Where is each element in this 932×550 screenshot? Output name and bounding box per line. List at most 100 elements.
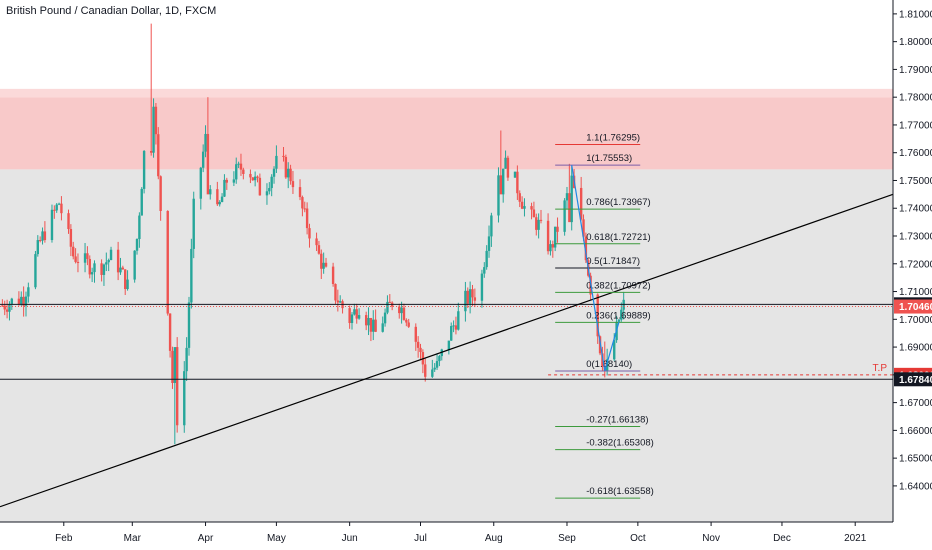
candle-body xyxy=(50,209,54,241)
time-tick-label: Mar xyxy=(124,533,142,544)
candle-body xyxy=(617,319,621,322)
fib-level-label: 0.5(1.71847) xyxy=(586,256,640,267)
candle-body xyxy=(3,305,6,310)
candle-body xyxy=(454,325,458,330)
candle-body xyxy=(204,133,207,152)
candle-body xyxy=(105,262,108,265)
candle-body xyxy=(438,356,441,362)
price-tick-label: 1.74000 xyxy=(899,204,932,215)
candle-body xyxy=(253,176,257,181)
candle-body xyxy=(353,309,356,315)
candle-body xyxy=(416,341,420,348)
candle-body xyxy=(369,317,373,332)
candle-body xyxy=(251,177,254,181)
candle-body xyxy=(192,198,195,249)
candle-body xyxy=(121,267,125,270)
candle-body xyxy=(355,309,358,319)
candle-body xyxy=(93,263,96,273)
time-tick-label: Sep xyxy=(558,533,576,544)
candle-body xyxy=(504,157,507,169)
candle-body xyxy=(452,325,455,327)
candle-body xyxy=(258,177,262,196)
price-tick-label: 1.76000 xyxy=(899,148,932,159)
candle-body xyxy=(239,163,243,170)
candle-body xyxy=(357,315,361,319)
candle-body xyxy=(218,202,221,205)
candle-body xyxy=(374,319,377,332)
take-profit-label: T.P xyxy=(873,363,888,374)
price-tick-label: 1.81000 xyxy=(899,9,932,20)
candle-body xyxy=(348,308,351,324)
candle-body xyxy=(435,361,439,368)
candle-body xyxy=(331,266,335,284)
candle-body xyxy=(270,176,273,189)
time-tick-label: Aug xyxy=(485,533,503,544)
candle-body xyxy=(468,289,472,304)
candle-body xyxy=(183,371,186,426)
candle-body xyxy=(320,253,323,269)
candle-body xyxy=(102,264,106,275)
fib-level-label: 0.618(1.72721) xyxy=(586,232,650,243)
candle-body xyxy=(518,193,521,202)
time-tick-label: Feb xyxy=(55,533,73,544)
candle-body xyxy=(487,236,491,251)
candle-body xyxy=(284,157,288,178)
candle-body xyxy=(109,249,113,261)
time-tick-label: May xyxy=(267,533,286,544)
candle-body xyxy=(88,258,91,275)
candle-body xyxy=(383,312,387,324)
resistance-zone xyxy=(0,97,893,170)
candle-body xyxy=(350,314,354,324)
candle-body xyxy=(308,228,311,239)
candle-body xyxy=(27,287,30,297)
candle-body xyxy=(17,298,21,305)
candle-body xyxy=(431,369,434,377)
candle-body xyxy=(568,193,571,223)
fib-level-label: 0(1.68140) xyxy=(586,359,632,370)
candle-body xyxy=(149,150,153,153)
candle-body xyxy=(223,179,226,197)
candle-body xyxy=(175,347,179,426)
candle-body xyxy=(407,322,410,327)
candle-body xyxy=(501,168,505,195)
candle-body xyxy=(43,231,47,241)
candle-body xyxy=(317,245,321,254)
fib-swing-line xyxy=(604,321,620,372)
candle-body xyxy=(1,305,4,307)
candle-body xyxy=(187,302,191,348)
candle-body xyxy=(124,269,127,290)
candle-body xyxy=(402,307,406,320)
price-tick-label: 1.65000 xyxy=(899,454,932,465)
candle-body xyxy=(336,300,340,303)
candle-body xyxy=(433,367,436,370)
candle-body xyxy=(206,133,210,195)
candle-body xyxy=(582,219,585,237)
time-tick-label: Apr xyxy=(198,533,214,544)
price-tick-label: 1.79000 xyxy=(899,65,932,76)
price-marker-label: 1.67840 xyxy=(899,375,932,386)
price-tick-label: 1.75000 xyxy=(899,176,932,187)
candle-body xyxy=(570,175,573,223)
candle-body xyxy=(546,220,550,252)
candle-body xyxy=(282,155,285,158)
candle-body xyxy=(140,188,143,216)
fib-level-label: 0.786(1.73967) xyxy=(586,197,650,208)
candle-body xyxy=(490,215,493,237)
price-tick-label: 1.73000 xyxy=(899,232,932,243)
candle-body xyxy=(565,193,569,201)
price-tick-label: 1.64000 xyxy=(899,481,932,492)
resistance-zone-light xyxy=(0,88,893,98)
candle-body xyxy=(133,250,136,280)
time-tick-label: Jun xyxy=(342,533,358,544)
candle-body xyxy=(388,301,392,303)
candle-body xyxy=(464,290,467,312)
candle-body xyxy=(539,219,543,221)
candle-body xyxy=(116,249,120,273)
candle-body xyxy=(338,301,342,303)
candle-body xyxy=(53,209,56,211)
candle-body xyxy=(499,175,503,195)
fib-level-label: 0.382(1.70972) xyxy=(586,280,650,291)
candle-body xyxy=(72,246,75,257)
